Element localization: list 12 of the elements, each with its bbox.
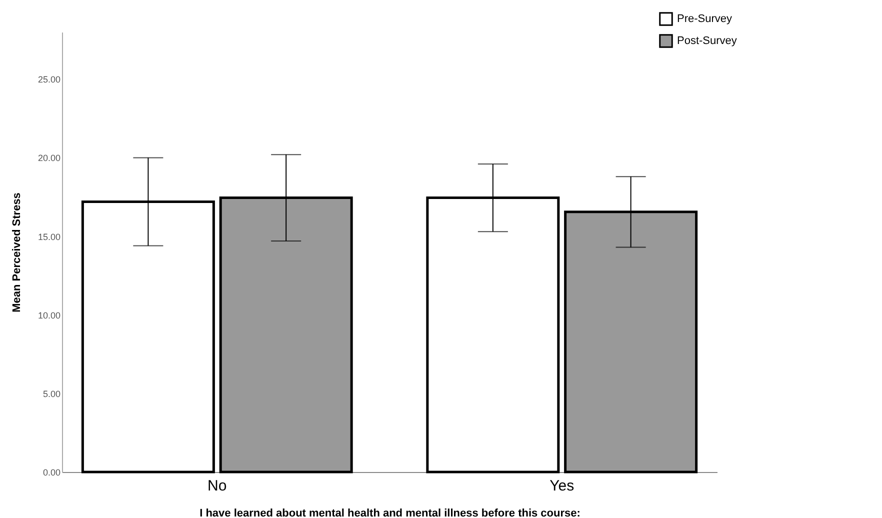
x-tick-label: No — [208, 478, 227, 494]
y-axis-title: Mean Perceived Stress — [10, 192, 23, 312]
y-tick-label: 25.00 — [38, 74, 60, 85]
y-tick-label: 10.00 — [38, 310, 60, 320]
x-tick-label: Yes — [550, 478, 574, 494]
y-tick-label: 15.00 — [38, 232, 60, 242]
legend-label: Pre-Survey — [677, 13, 733, 25]
legend-label: Post-Survey — [677, 35, 738, 47]
x-axis-title: I have learned about mental health and mental illness before this course: — [200, 508, 580, 518]
y-tick-label: 5.00 — [42, 388, 60, 399]
y-tick-label: 20.00 — [38, 153, 60, 164]
y-tick-label: 0.00 — [42, 468, 60, 478]
